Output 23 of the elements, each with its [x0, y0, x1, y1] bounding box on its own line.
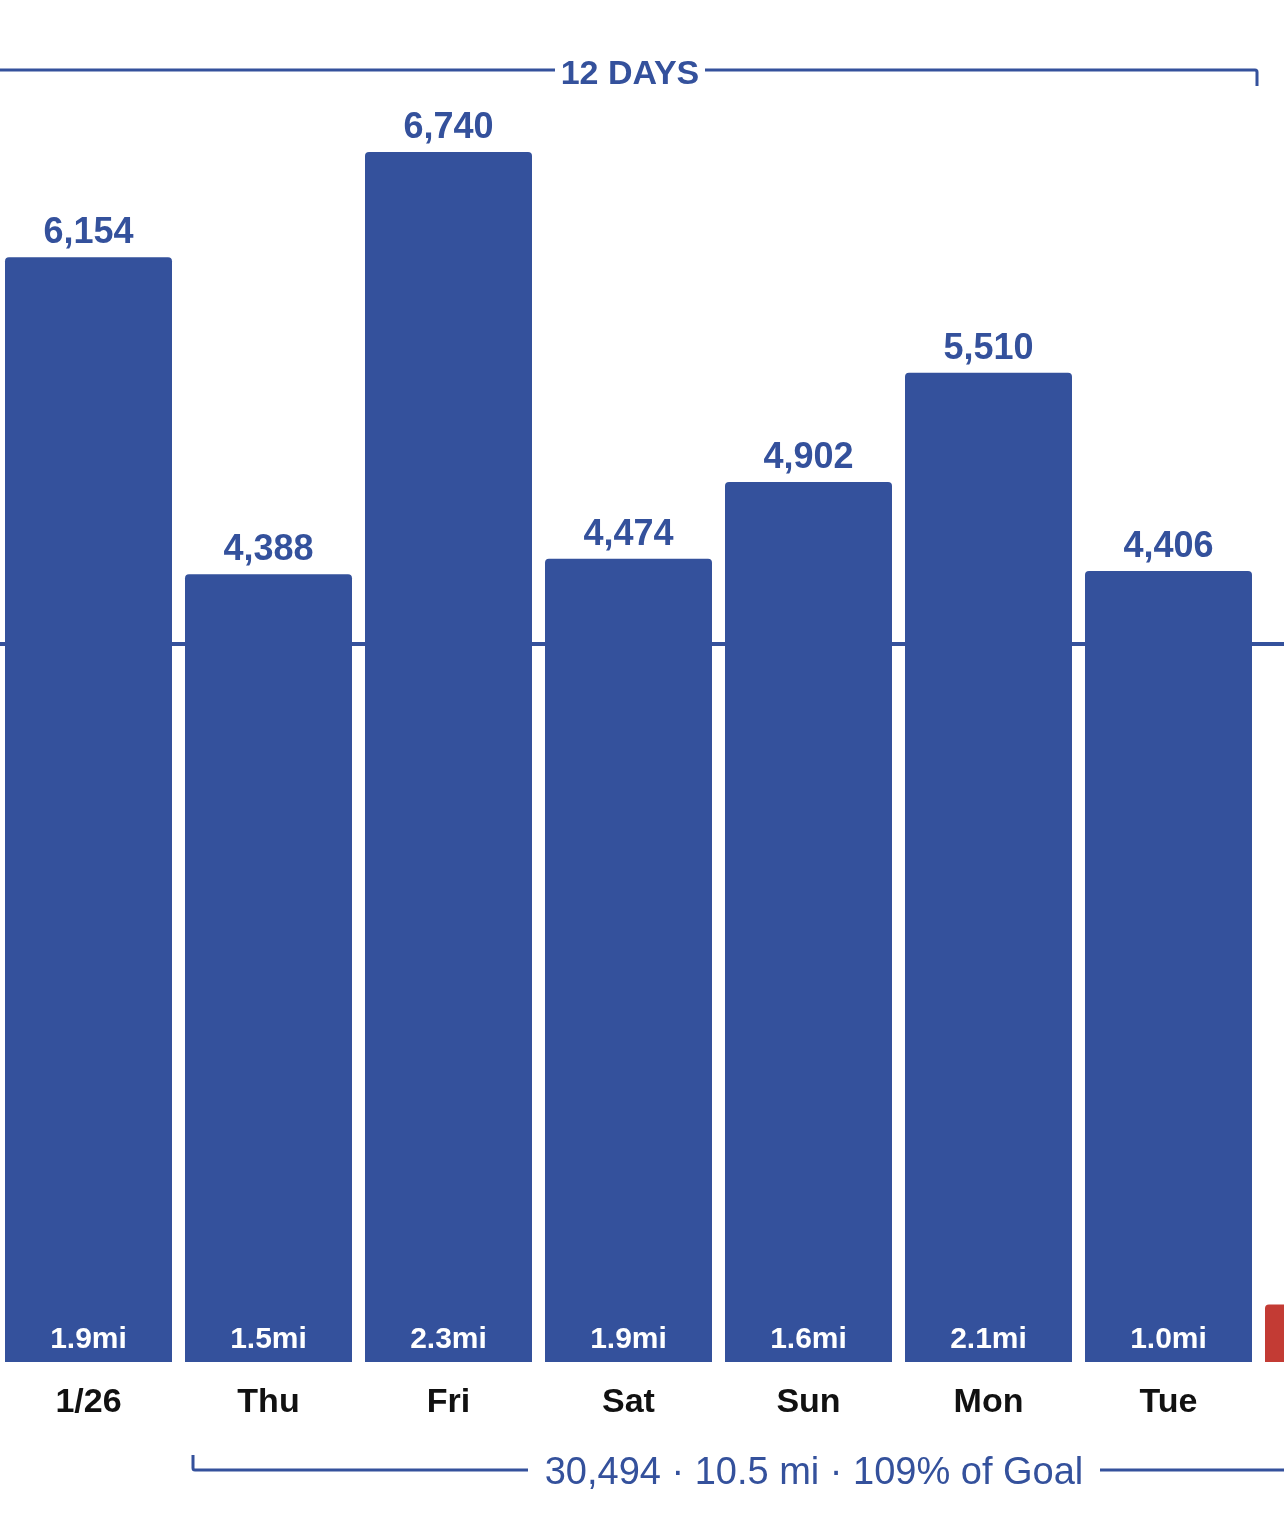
data-label: 4,406	[1123, 524, 1214, 566]
x-tick-label: Tue	[1139, 1381, 1198, 1419]
x-tick-label: Thu	[237, 1381, 300, 1419]
data-label: 4,388	[223, 527, 314, 569]
x-tick-label: Mon	[953, 1381, 1024, 1419]
x-tick-label: Fri	[426, 1381, 471, 1419]
data-label: 4,474	[583, 511, 674, 553]
annotation: 1.9mi	[590, 1321, 667, 1354]
annotation: 2.1mi	[950, 1321, 1027, 1354]
annotation: 1.0mi	[1130, 1321, 1207, 1354]
x-tick-label: 1/26	[55, 1381, 122, 1419]
data-label: 6,154	[43, 210, 134, 252]
data-label: 6,740	[403, 105, 494, 146]
annotation: 1.9mi	[50, 1321, 127, 1354]
annotation: 1.5mi	[230, 1321, 307, 1354]
text: 30,494 · 10.5 mi · 109% of Goal	[544, 1450, 1084, 1492]
x-tick-label: Sat	[602, 1381, 655, 1419]
text: 12 DAYS	[560, 53, 700, 91]
data-label: 4,902	[763, 434, 854, 476]
x-tick-label: Sun	[776, 1381, 841, 1419]
annotation: 1.6mi	[770, 1321, 847, 1354]
data-label: 5,510	[943, 325, 1034, 367]
annotation: 2.3mi	[410, 1321, 487, 1354]
